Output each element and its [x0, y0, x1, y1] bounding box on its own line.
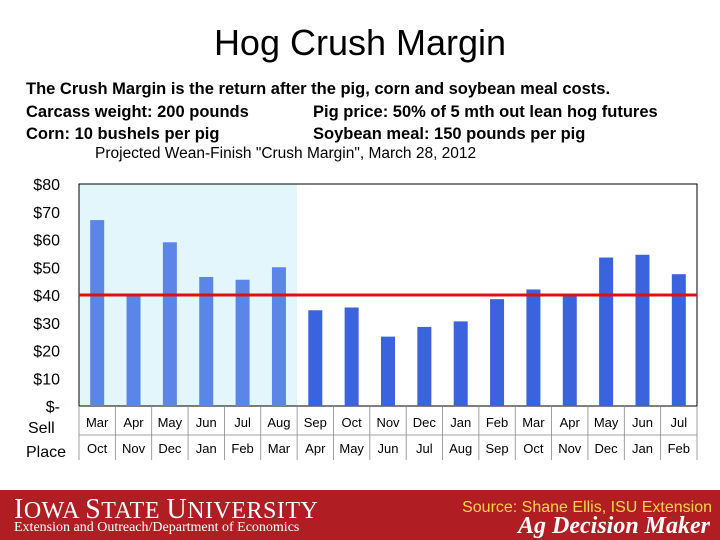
x-tick-label-sell: Apr [123, 415, 144, 430]
x-tick-label-sell: Jun [632, 415, 653, 430]
bar-jan-10 [453, 321, 468, 406]
x-tick-label-place: Apr [305, 441, 326, 456]
y-tick-label: $- [46, 399, 60, 416]
x-tick-label-sell: Sep [304, 415, 327, 430]
sell-row-label: Sell [28, 420, 55, 437]
y-tick-label: $80 [33, 177, 60, 194]
slide-title: Hog Crush Margin [213, 22, 507, 63]
footer-bar [0, 490, 720, 540]
x-tick-label-sell: May [158, 415, 183, 430]
x-tick-label-sell: Apr [560, 415, 581, 430]
bar-dec-9 [417, 326, 432, 406]
x-tick-label-place: Sep [485, 441, 508, 456]
x-tick-label-place: Jun [378, 441, 399, 456]
bar-jun-15 [635, 254, 650, 406]
bar-aug-5 [271, 267, 286, 406]
bar-apr-1 [126, 295, 141, 406]
x-tick-label-sell: Feb [486, 415, 508, 430]
x-tick-label-place: Oct [87, 441, 108, 456]
y-tick-label: $50 [33, 260, 60, 277]
bar-feb-11 [490, 299, 505, 406]
crush-margin-chart: $- $10 $20 $30 $40 $50 $60 $70 $80 Sell Place Mar Ap… [26, 177, 698, 460]
x-tick-label-place: Jul [416, 441, 433, 456]
carcass-weight-text: Carcass weight: 200 pounds [26, 103, 249, 121]
bar-mar-0 [90, 220, 105, 406]
x-tick-label-place: Dec [595, 441, 619, 456]
bar-sep-6 [308, 310, 323, 406]
x-tick-label-place: Mar [268, 441, 291, 456]
x-tick-label-sell: Jul [671, 415, 688, 430]
bar-mar-12 [526, 289, 541, 406]
x-tick-label-place: May [339, 441, 364, 456]
y-tick-label: $30 [33, 316, 60, 333]
bar-jul-4 [235, 279, 250, 406]
bar-may-14 [599, 257, 614, 406]
y-tick-label: $60 [33, 233, 60, 250]
corn-text: Corn: 10 bushels per pig [26, 125, 220, 143]
x-tick-label-place: Dec [158, 441, 182, 456]
x-tick-label-sell: Aug [267, 415, 290, 430]
ag-decision-maker-logo: Ag Decision Maker [518, 513, 710, 539]
x-tick-label-sell: Nov [376, 415, 400, 430]
chart-title: Projected Wean-Finish "Crush Margin", Ma… [95, 145, 477, 162]
x-tick-label-sell: Jan [450, 415, 471, 430]
bar-nov-8 [381, 336, 395, 406]
y-tick-label: $10 [33, 371, 60, 388]
source-text: Source: Shane Ellis, ISU Extension [462, 499, 712, 516]
y-tick-label: $20 [33, 344, 60, 361]
pig-price-text: Pig price: 50% of 5 mth out lean hog fut… [313, 103, 658, 121]
bar-apr-13 [562, 295, 577, 406]
x-tick-label-place: Feb [668, 441, 690, 456]
bar-jul-16 [671, 274, 686, 406]
description-line-1: The Crush Margin is the return after the… [26, 80, 611, 98]
soybean-meal-text: Soybean meal: 150 pounds per pig [313, 125, 586, 143]
x-tick-label-sell: Jul [234, 415, 251, 430]
y-tick-label: $70 [33, 205, 60, 222]
x-tick-label-place: Oct [523, 441, 544, 456]
x-tick-label-place: Nov [122, 441, 146, 456]
isu-logo: IOWA STATE UNIVERSITY [14, 494, 319, 525]
extension-text: Extension and Outreach/Department of Eco… [14, 520, 300, 535]
x-tick-label-place: Nov [558, 441, 582, 456]
x-tick-label-sell: Oct [342, 415, 363, 430]
x-tick-label-sell: Mar [86, 415, 109, 430]
bar-may-2 [162, 242, 177, 406]
y-tick-label: $40 [33, 288, 60, 305]
x-tick-label-place: Aug [449, 441, 472, 456]
x-tick-label-sell: Mar [522, 415, 545, 430]
bar-jun-3 [199, 276, 214, 406]
x-tick-label-place: Jan [196, 441, 217, 456]
place-row-label: Place [26, 444, 66, 460]
x-tick-label-place: Jan [632, 441, 653, 456]
bar-oct-7 [344, 307, 359, 406]
x-tick-label-sell: Jun [196, 415, 217, 430]
x-tick-label-sell: Dec [413, 415, 437, 430]
x-tick-label-sell: May [594, 415, 619, 430]
x-tick-label-place: Feb [231, 441, 253, 456]
